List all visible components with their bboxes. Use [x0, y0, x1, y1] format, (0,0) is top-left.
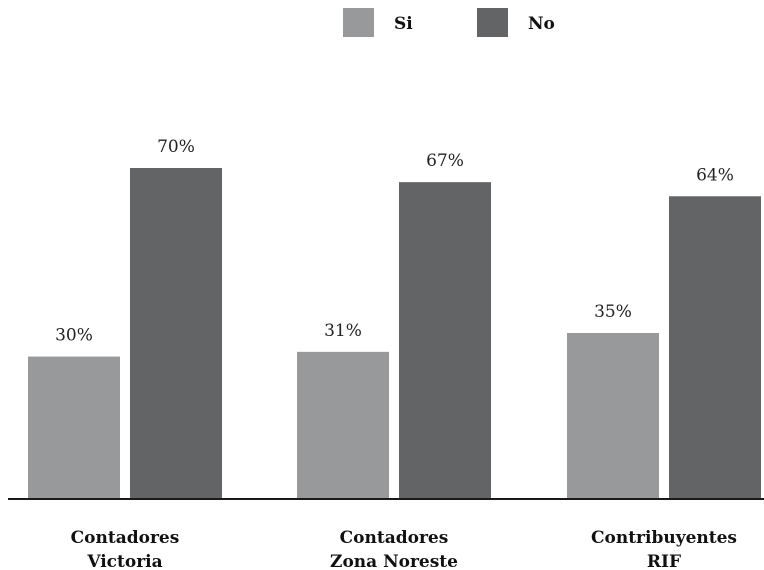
x-tick-labels: Contadores Victoria Contadores Zona Noreste… [71, 528, 737, 570]
bar-si-2 [297, 351, 389, 498]
x-tick-label-1-line-1: Contadores [71, 528, 180, 548]
bars [28, 168, 761, 499]
legend-swatch-si [343, 8, 374, 37]
legend-label-no: No [528, 14, 555, 34]
x-tick-label-2-line-2: Zona Noreste [330, 552, 458, 570]
legend: Si No [343, 8, 555, 37]
data-label-no-2: 67% [426, 151, 464, 171]
data-label-no-1: 70% [157, 137, 195, 157]
data-label-si-3: 35% [594, 302, 632, 322]
bar-no-1 [130, 168, 222, 498]
bar-si-1 [28, 356, 120, 498]
x-tick-label-3-line-2: RIF [647, 552, 681, 570]
data-label-si-2: 31% [324, 321, 362, 341]
x-tick-label-2-line-1: Contadores [340, 528, 449, 548]
data-labels: 30% 70% 31% 67% 35% 64% [55, 137, 734, 346]
bar-si-3 [567, 333, 659, 498]
data-label-no-3: 64% [696, 165, 734, 185]
x-tick-label-1-line-2: Victoria [86, 552, 162, 570]
legend-label-si: Si [394, 14, 413, 34]
data-label-si-1: 30% [55, 326, 93, 346]
bar-no-3 [669, 196, 761, 499]
bar-no-2 [399, 182, 491, 498]
x-tick-label-3-line-1: Contribuyentes [591, 528, 737, 548]
legend-swatch-no [477, 8, 508, 37]
